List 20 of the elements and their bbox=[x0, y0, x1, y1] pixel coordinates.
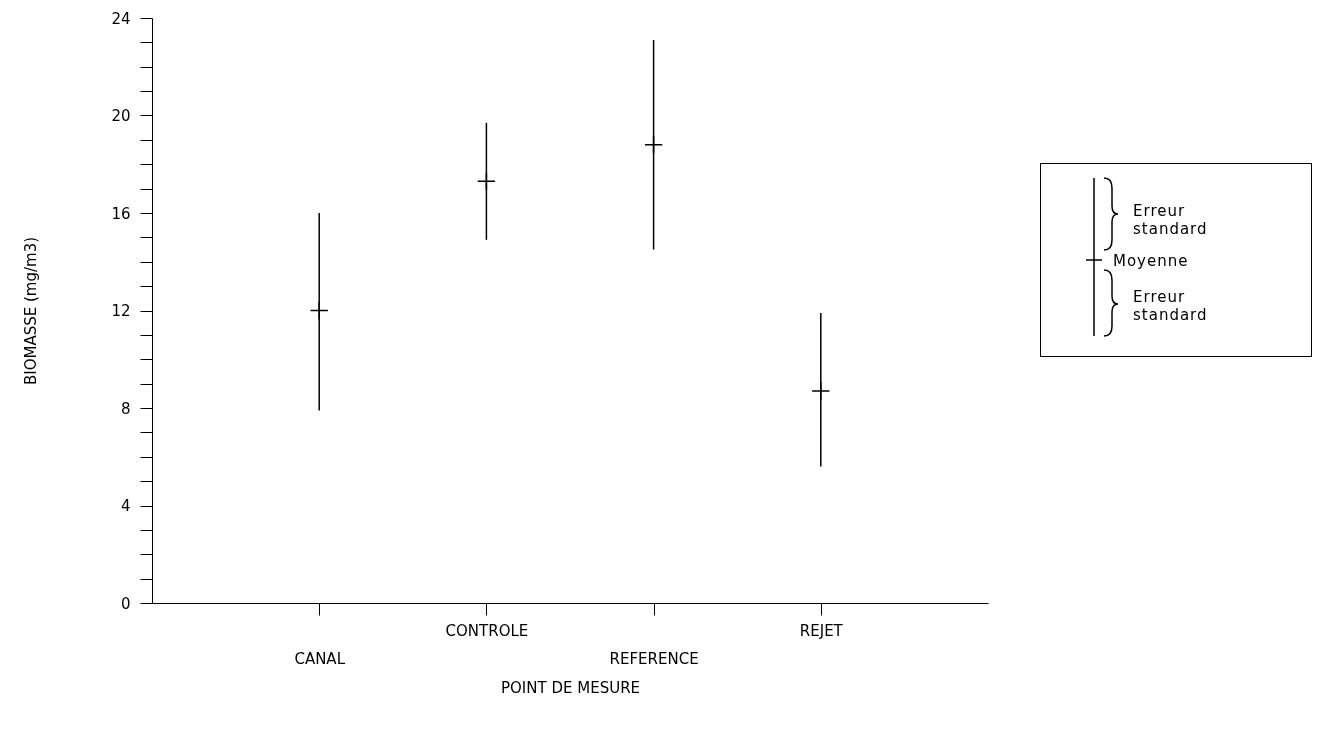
y-tick-label: 24 bbox=[111, 9, 131, 28]
x-tick-label: CANAL bbox=[294, 649, 346, 668]
y-tick-label: 20 bbox=[111, 107, 131, 125]
y-tick-label: 8 bbox=[120, 399, 131, 418]
text: Erreur standard bbox=[1133, 202, 1209, 238]
y-tick-label: 0 bbox=[120, 594, 131, 613]
point bbox=[644, 135, 664, 155]
point bbox=[811, 381, 831, 401]
x-tick-label: REFERENCE bbox=[609, 649, 699, 668]
text: Moyenne bbox=[1113, 252, 1190, 270]
x-axis-title: POINT DE MESURE bbox=[500, 678, 641, 697]
point bbox=[476, 171, 496, 191]
y-tick-label: 12 bbox=[111, 302, 131, 320]
text: Erreur standard bbox=[1133, 288, 1209, 324]
point bbox=[309, 301, 329, 320]
y-tick-label: 16 bbox=[111, 204, 131, 223]
y-axis-title: BIOMASSE (mg/m3) bbox=[22, 236, 41, 386]
y-tick-label: 4 bbox=[120, 497, 131, 515]
x-tick-label: REJET bbox=[799, 621, 844, 640]
x-tick-label: CONTROLE bbox=[445, 621, 529, 640]
